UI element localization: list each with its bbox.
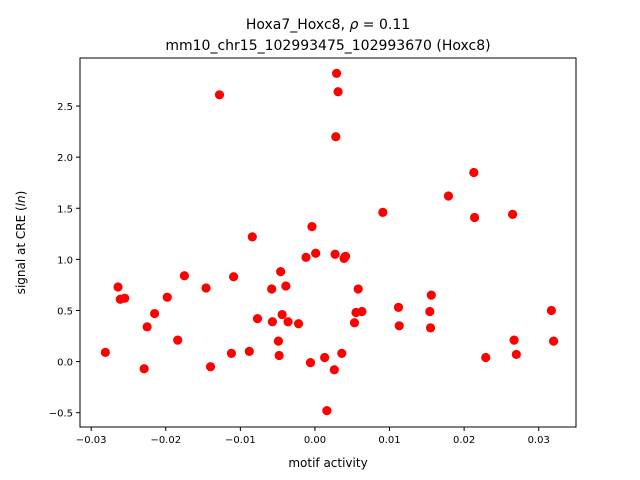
data-point <box>139 364 149 374</box>
x-tick-label: 0.01 <box>378 435 400 446</box>
x-tick-label: 0.02 <box>453 435 475 446</box>
y-axis-label-prefix: signal at CRE ( <box>14 206 28 294</box>
data-point <box>283 317 293 327</box>
data-point <box>305 358 316 368</box>
data-point <box>113 282 123 292</box>
data-point <box>353 284 363 294</box>
x-tick-label: −0.03 <box>76 435 107 446</box>
data-point <box>281 281 291 291</box>
data-point <box>173 335 183 345</box>
data-point <box>307 222 317 232</box>
data-point <box>330 249 340 259</box>
plot-area-frame <box>79 57 577 428</box>
data-point <box>267 284 277 294</box>
chart-title-rho-value: = 0.11 <box>358 17 410 33</box>
data-point <box>511 349 521 360</box>
y-tick-label: 2.0 <box>57 153 73 164</box>
data-point <box>277 309 287 320</box>
data-point <box>244 346 254 356</box>
data-point <box>546 305 556 316</box>
data-points <box>100 68 559 416</box>
data-point <box>226 348 237 359</box>
data-point <box>229 272 239 282</box>
data-point <box>162 292 172 302</box>
data-point <box>469 167 479 178</box>
data-point <box>214 90 225 100</box>
data-point <box>322 406 332 416</box>
y-axis-label: signal at CRE (ln) <box>14 191 28 295</box>
data-point <box>337 348 347 359</box>
data-point <box>509 335 519 345</box>
y-tick-label: 1.5 <box>57 204 73 215</box>
chart-title-line2: mm10_chr15_102993475_102993670 (Hoxc8) <box>165 38 490 54</box>
data-point <box>120 293 130 303</box>
x-tick-label: −0.01 <box>225 435 256 446</box>
data-point <box>378 207 388 217</box>
data-point <box>331 132 341 142</box>
data-point <box>149 308 160 319</box>
data-point <box>329 365 339 375</box>
chart-title-prefix: Hoxa7_Hoxc8, <box>246 17 350 33</box>
data-point <box>273 336 283 346</box>
data-point <box>100 347 110 357</box>
data-point <box>357 306 367 317</box>
data-point <box>469 212 480 223</box>
data-point <box>349 318 360 328</box>
chart-title-rho-symbol: ρ <box>349 17 358 33</box>
x-tick-label: 0.03 <box>528 435 550 446</box>
y-tick-label: 0.0 <box>57 358 73 369</box>
data-point <box>301 252 311 262</box>
data-point <box>549 336 559 346</box>
y-axis-label-suffix: ) <box>14 191 28 196</box>
data-point <box>394 321 404 331</box>
y-tick-label: 1.0 <box>57 255 73 266</box>
data-point <box>267 317 278 327</box>
y-axis: −0.5 0.0 0.5 1.0 1.5 2.0 2.5 <box>49 102 80 420</box>
x-axis-label: motif activity <box>288 456 367 470</box>
y-tick-label: −0.5 <box>49 409 73 420</box>
y-axis-label-italic: ln <box>14 195 28 206</box>
data-point <box>274 350 284 361</box>
chart-title-line1: Hoxa7_Hoxc8, ρ = 0.11 <box>246 17 410 33</box>
data-point <box>320 352 330 363</box>
data-point <box>179 271 190 281</box>
data-point <box>393 302 404 313</box>
data-point <box>142 322 152 332</box>
data-point <box>508 209 518 219</box>
data-point <box>425 323 436 333</box>
data-point <box>247 232 257 242</box>
data-point <box>340 251 351 261</box>
data-point <box>311 248 321 258</box>
data-point <box>481 352 491 363</box>
data-point <box>425 306 435 317</box>
data-point <box>426 290 436 300</box>
data-point <box>331 68 342 78</box>
data-point <box>333 87 343 97</box>
data-point <box>443 191 454 201</box>
data-point <box>252 314 263 324</box>
y-tick-label: 0.5 <box>57 306 73 317</box>
x-axis: −0.03 −0.02 −0.01 0.00 0.01 0.02 0.03 <box>76 427 550 446</box>
x-tick-label: 0.00 <box>304 435 326 446</box>
data-point <box>276 267 286 277</box>
y-tick-label: 2.5 <box>57 102 73 113</box>
data-point <box>205 362 216 372</box>
data-point <box>293 319 304 329</box>
data-point <box>201 283 211 293</box>
x-tick-label: −0.02 <box>150 435 181 446</box>
